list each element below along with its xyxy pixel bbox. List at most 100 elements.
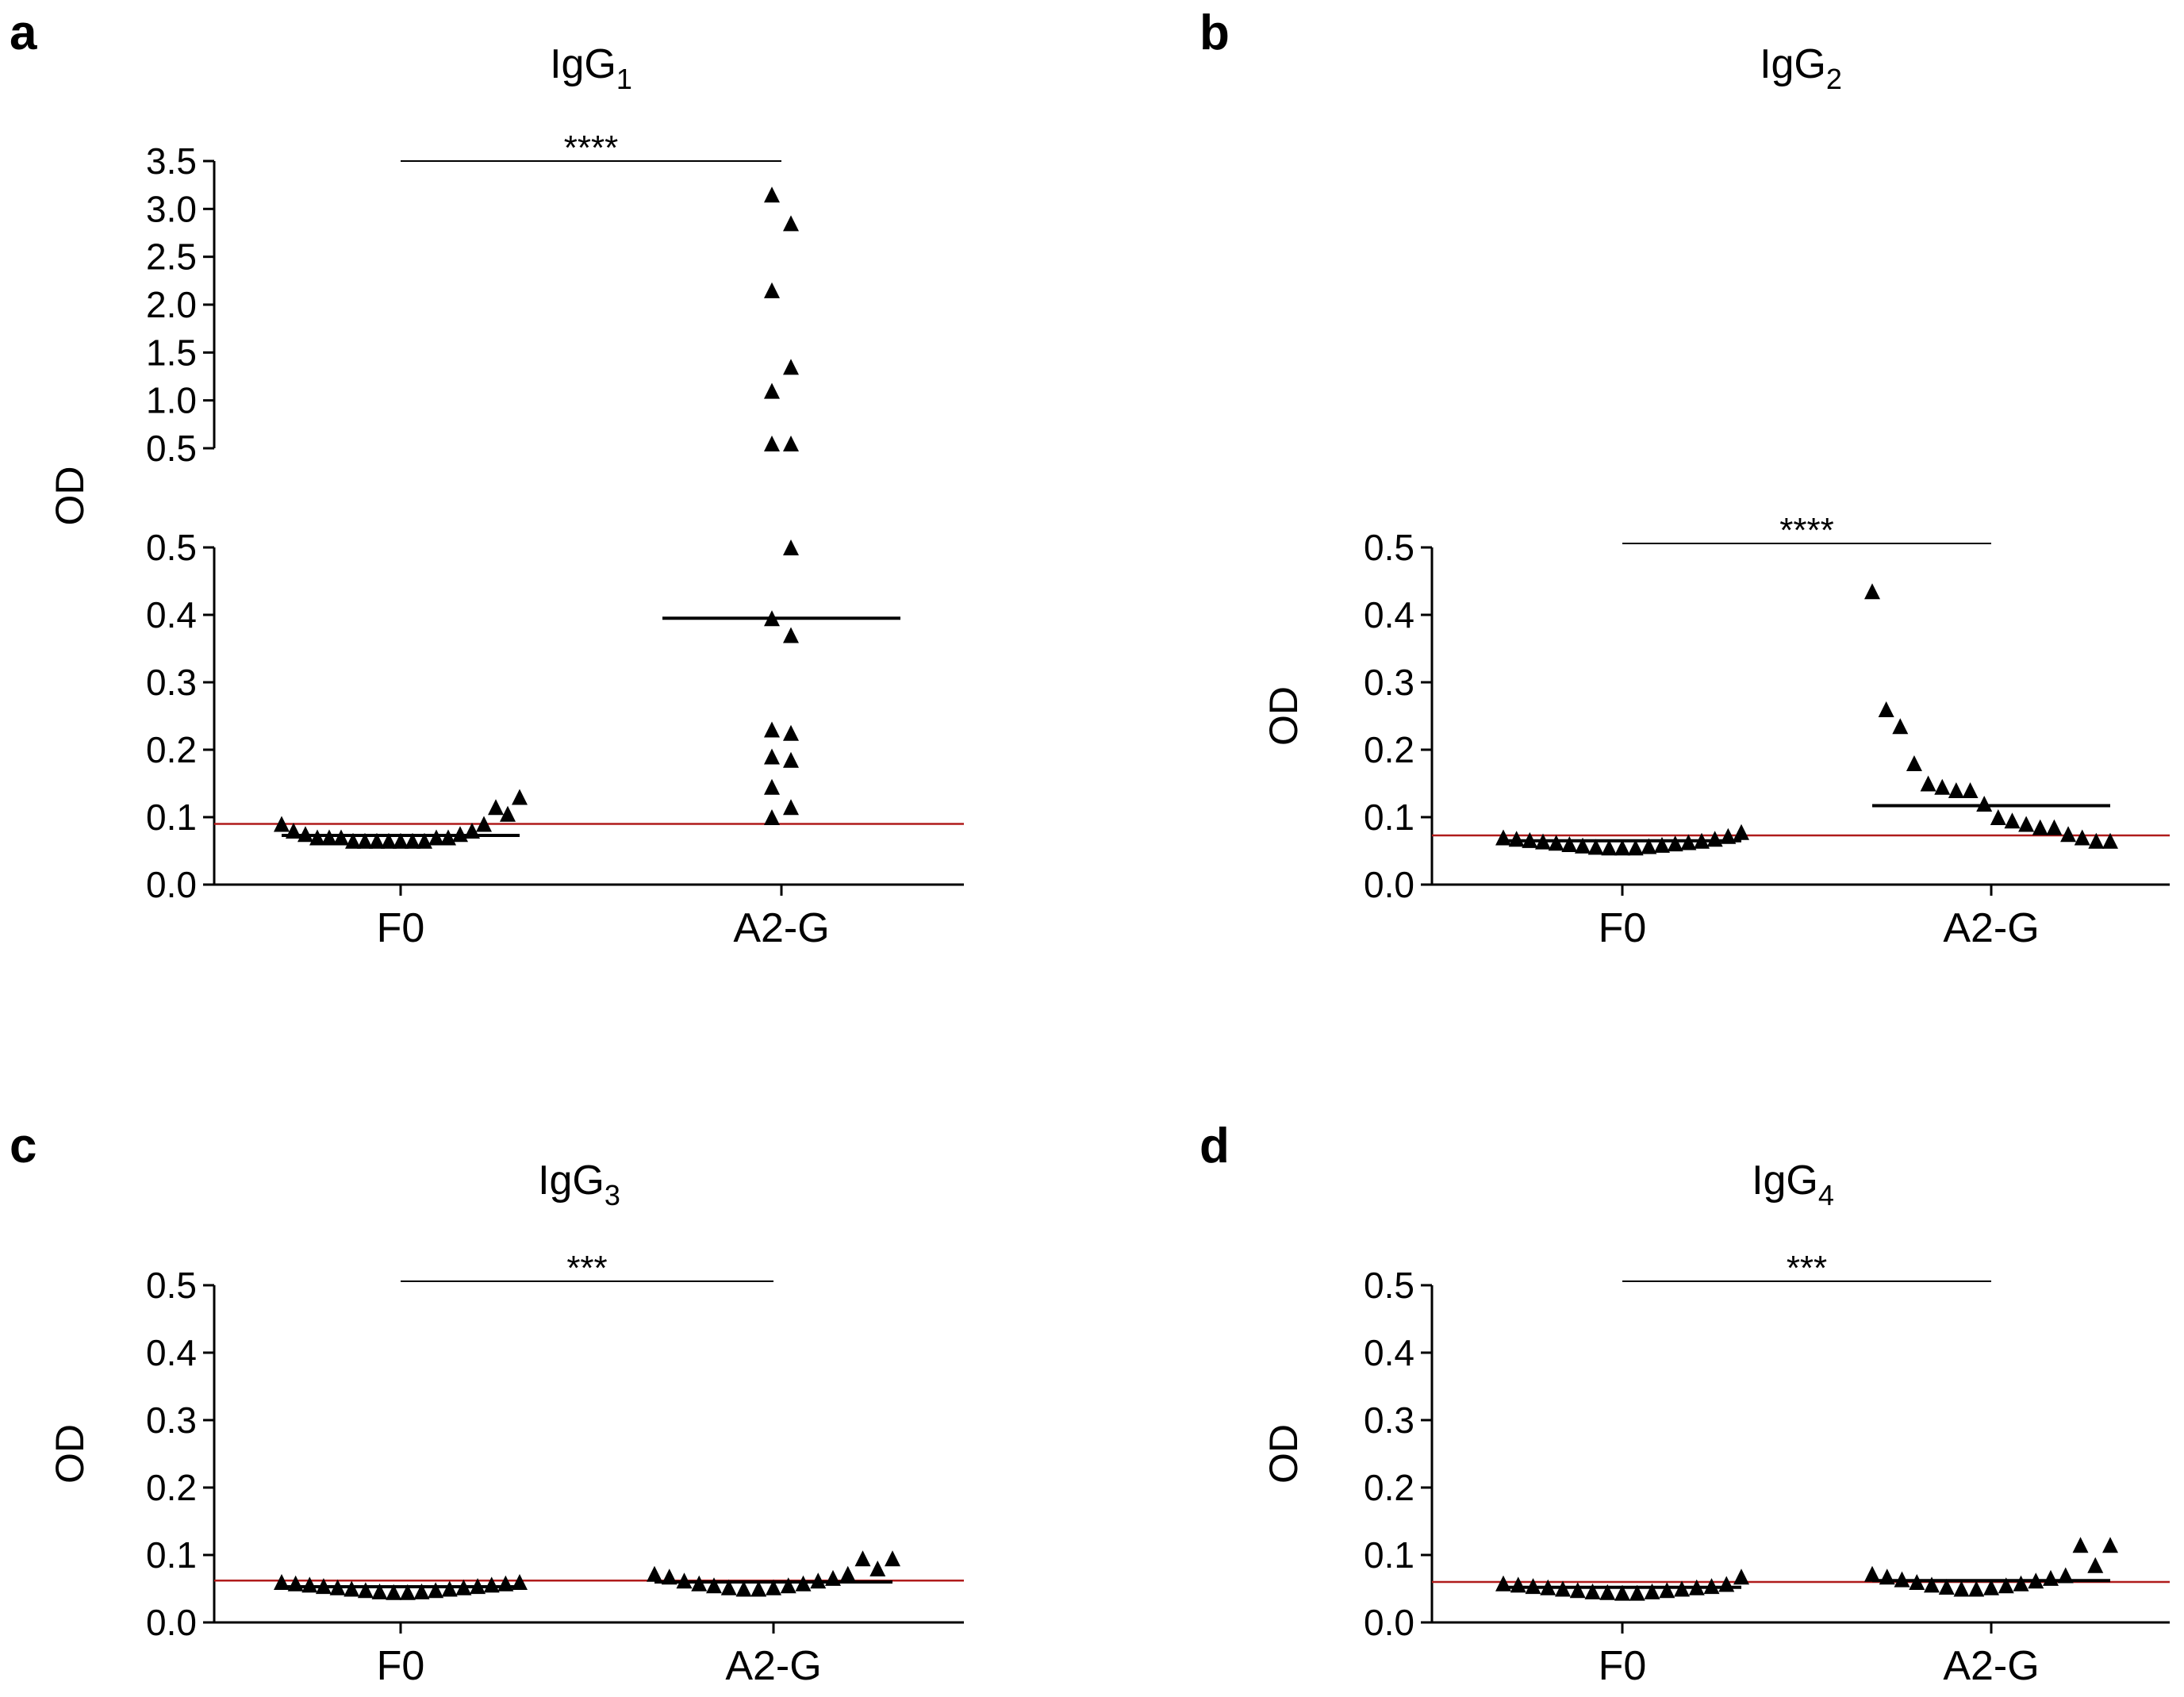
panel-letter-c: c <box>10 1119 36 1173</box>
data-point <box>869 1561 886 1576</box>
data-point <box>885 1550 900 1567</box>
data-point <box>783 724 799 741</box>
y-axis-label: OD <box>1261 1424 1306 1484</box>
data-point <box>783 539 799 555</box>
panel-title: IgG2 <box>1760 41 1842 95</box>
data-point <box>483 1576 500 1593</box>
y-tick-label: 0.0 <box>146 864 197 905</box>
data-point <box>2072 1537 2089 1553</box>
y-tick-label: 0.1 <box>1364 797 1414 838</box>
data-point <box>783 215 799 232</box>
y-tick-label: 0.5 <box>146 1265 197 1306</box>
data-point <box>512 789 528 805</box>
data-point <box>1599 1584 1616 1600</box>
y-tick-label: 0.4 <box>1364 594 1414 635</box>
data-point <box>764 282 780 298</box>
title-subscript: 2 <box>1826 63 1842 95</box>
data-point <box>2018 816 2035 832</box>
data-point <box>416 832 432 849</box>
y-tick-label: 0.5 <box>1364 527 1414 568</box>
data-point <box>764 748 780 765</box>
data-point <box>1990 809 2006 825</box>
title-main: IgG <box>1752 1158 1818 1204</box>
data-point <box>1659 1582 1675 1599</box>
data-point <box>1569 1582 1586 1599</box>
data-point <box>1641 838 1657 854</box>
data-point <box>735 1580 752 1597</box>
data-point <box>764 809 780 825</box>
data-point <box>750 1580 767 1597</box>
data-point <box>783 799 799 816</box>
data-point <box>344 1580 360 1597</box>
data-point <box>1733 1568 1749 1585</box>
y-tick-label: 0.1 <box>146 1534 197 1576</box>
y-tick-label: 0.0 <box>1364 864 1414 905</box>
data-point <box>1706 831 1723 847</box>
upper-y-tick-label: 1.5 <box>146 332 197 373</box>
data-point <box>476 816 492 832</box>
data-point <box>764 435 780 451</box>
data-point <box>2004 812 2021 829</box>
data-point <box>1667 835 1683 852</box>
data-point <box>2102 832 2118 849</box>
data-point <box>764 186 780 203</box>
upper-y-tick-label: 3.5 <box>146 140 197 182</box>
x-category-label: F0 <box>1599 1643 1647 1689</box>
y-tick-label: 0.2 <box>1364 1467 1414 1508</box>
data-point <box>488 799 504 816</box>
data-point <box>2088 832 2105 849</box>
panel-letter-b: b <box>1199 6 1230 60</box>
title-subscript: 3 <box>605 1179 620 1211</box>
data-point <box>1976 796 1993 812</box>
x-category-label: F0 <box>1599 905 1647 951</box>
data-point <box>1510 1576 1526 1593</box>
x-category-label: A2-G <box>1943 1643 2039 1689</box>
data-point <box>1934 778 1951 795</box>
data-point <box>405 832 420 849</box>
y-tick-label: 0.0 <box>1364 1602 1414 1643</box>
data-point <box>1998 1577 2014 1594</box>
data-point <box>428 1582 444 1599</box>
data-point <box>1654 836 1670 853</box>
data-point <box>1614 839 1630 856</box>
data-point <box>321 829 337 846</box>
y-tick-label: 0.5 <box>1364 1265 1414 1306</box>
panel-letter-d: d <box>1199 1119 1230 1173</box>
data-point <box>357 1582 374 1599</box>
y-tick-label: 0.4 <box>146 594 197 635</box>
data-point <box>1906 755 1922 771</box>
y-axis-label: OD <box>48 1424 92 1484</box>
upper-y-tick-label: 0.5 <box>146 428 197 469</box>
data-point <box>783 435 799 451</box>
y-tick-label: 0.2 <box>146 729 197 770</box>
data-point <box>413 1583 430 1599</box>
data-point <box>764 382 780 399</box>
y-tick-label: 0.3 <box>1364 1399 1414 1441</box>
data-point <box>2060 826 2077 843</box>
data-point <box>764 721 780 738</box>
data-point <box>1948 782 1964 798</box>
data-point <box>1587 839 1604 855</box>
y-tick-label: 0.4 <box>1364 1332 1414 1373</box>
y-tick-label: 0.5 <box>146 527 197 568</box>
data-point <box>1962 782 1979 798</box>
y-tick-label: 0.1 <box>146 797 197 838</box>
x-category-label: A2-G <box>725 1643 821 1689</box>
x-category-label: F0 <box>377 1643 425 1689</box>
panel-title: IgG4 <box>1752 1158 1834 1211</box>
y-tick-label: 0.2 <box>1364 729 1414 770</box>
x-category-label: F0 <box>377 905 425 951</box>
data-point <box>1575 837 1591 854</box>
data-point <box>764 778 780 795</box>
data-point <box>1614 1584 1630 1601</box>
data-point <box>371 1583 388 1599</box>
data-point <box>1629 1584 1645 1601</box>
y-axis-label: OD <box>1261 686 1306 746</box>
data-point <box>1920 775 1936 792</box>
data-point <box>780 1577 796 1594</box>
data-point <box>2087 1557 2104 1573</box>
title-main: IgG <box>1760 41 1826 87</box>
data-point <box>783 627 799 643</box>
panel-title: IgG1 <box>550 41 632 95</box>
data-point <box>287 1575 304 1591</box>
